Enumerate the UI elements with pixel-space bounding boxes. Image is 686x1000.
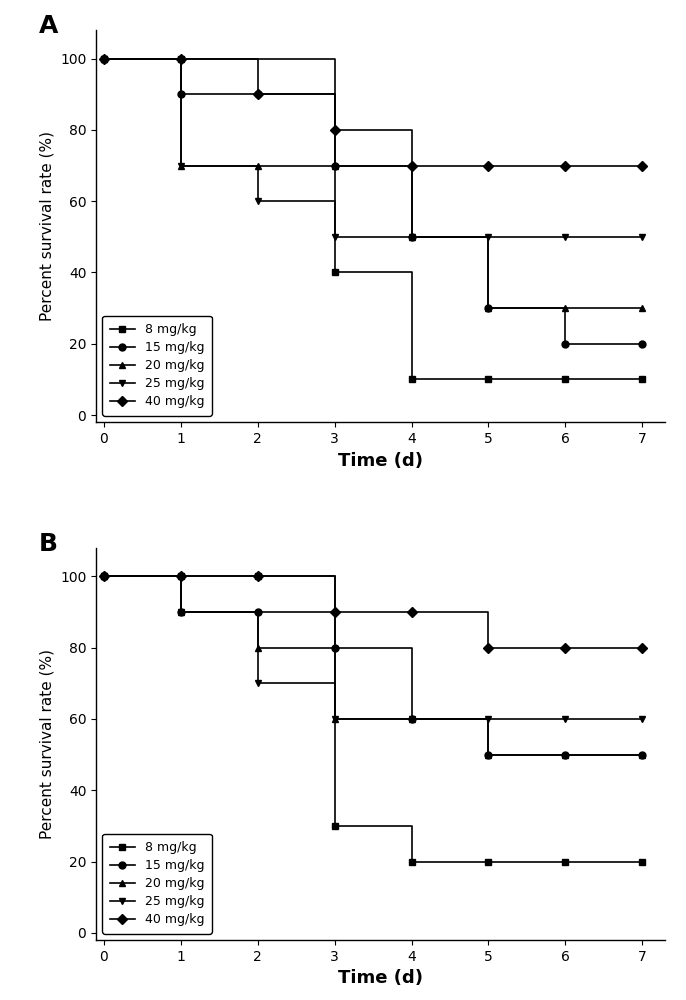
- X-axis label: Time (d): Time (d): [338, 969, 423, 987]
- Text: B: B: [39, 532, 58, 556]
- Legend: 8 mg/kg, 15 mg/kg, 20 mg/kg, 25 mg/kg, 40 mg/kg: 8 mg/kg, 15 mg/kg, 20 mg/kg, 25 mg/kg, 4…: [102, 316, 212, 416]
- Legend: 8 mg/kg, 15 mg/kg, 20 mg/kg, 25 mg/kg, 40 mg/kg: 8 mg/kg, 15 mg/kg, 20 mg/kg, 25 mg/kg, 4…: [102, 834, 212, 934]
- Y-axis label: Percent survival rate (%): Percent survival rate (%): [39, 649, 54, 839]
- X-axis label: Time (d): Time (d): [338, 452, 423, 470]
- Text: A: A: [39, 14, 58, 38]
- Y-axis label: Percent survival rate (%): Percent survival rate (%): [39, 131, 54, 321]
